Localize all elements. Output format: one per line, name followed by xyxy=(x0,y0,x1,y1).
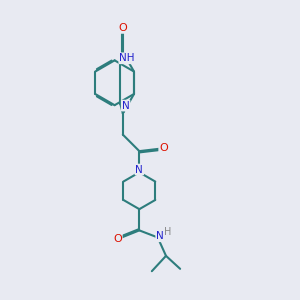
Text: H: H xyxy=(164,227,171,237)
Text: O: O xyxy=(159,142,168,153)
Text: O: O xyxy=(113,234,122,244)
Text: N: N xyxy=(156,231,164,241)
Text: O: O xyxy=(118,23,127,33)
Text: N: N xyxy=(136,164,143,175)
Text: NH: NH xyxy=(119,53,135,63)
Text: N: N xyxy=(122,100,130,111)
